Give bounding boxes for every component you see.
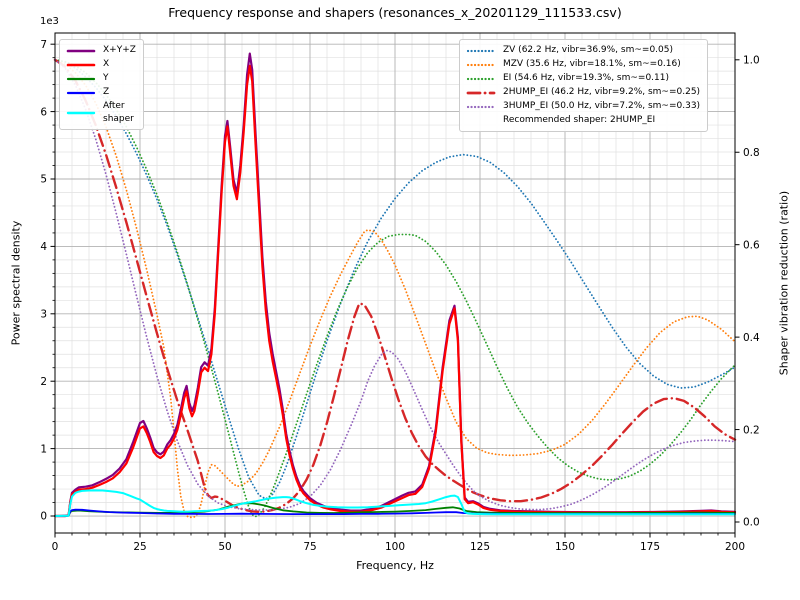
y-left-tick-label: 4 — [40, 241, 47, 253]
x-axis-label: Frequency, Hz — [356, 559, 434, 572]
x-tick-label: 75 — [303, 541, 316, 553]
y-left-tick-label: 7 — [40, 39, 47, 51]
series-shaper-2 — [54, 58, 736, 518]
series-psd-4 — [54, 489, 736, 517]
legend-label-y: Y — [103, 73, 109, 84]
y-left-tick-label: 3 — [40, 309, 47, 321]
legend-swatch-3hump-ei — [466, 105, 496, 109]
x-tick-label: 25 — [133, 541, 146, 553]
legend-swatch-y — [66, 77, 96, 81]
legend-label-zv: ZV (62.2 Hz, vibr=36.9%, sm~=0.05) — [503, 45, 673, 56]
legend-swatch-after-shaper — [66, 111, 96, 115]
x-tick-label: 125 — [470, 541, 490, 553]
legend-swatch-2hump-ei — [466, 91, 496, 95]
y-left-tick-label: 5 — [40, 174, 47, 186]
legend-item-ei: EI (54.6 Hz, vibr=19.3%, sm~=0.11) — [466, 72, 700, 86]
legend-swatch-mzv — [466, 63, 496, 67]
legend-psd: X+Y+Z X Y Z After shaper — [59, 39, 144, 131]
legend-item-x: X — [66, 58, 136, 72]
legend-label-xyz: X+Y+Z — [103, 45, 136, 56]
legend-recommendation-text: Recommended shaper: 2HUMP_EI — [503, 115, 656, 126]
x-tick-label: 0 — [52, 541, 59, 553]
x-tick-label: 175 — [640, 541, 660, 553]
legend-label-3hump-ei: 3HUMP_EI (50.0 Hz, vibr=7.2%, sm~=0.33) — [503, 101, 701, 112]
x-tick-label: 50 — [218, 541, 231, 553]
y-right-tick-label: 0.2 — [743, 424, 760, 436]
y-left-tick-label: 6 — [40, 106, 47, 118]
y-axis-label-right: Shaper vibration reduction (ratio) — [777, 190, 791, 376]
legend-label-after-shaper: After shaper — [103, 101, 134, 125]
x-tick-label: 150 — [555, 541, 575, 553]
y-left-tick-label: 1 — [40, 443, 47, 455]
legend-label-z: Z — [103, 87, 110, 98]
legend-item-recommendation: Recommended shaper: 2HUMP_EI — [466, 114, 700, 128]
legend-item-y: Y — [66, 72, 136, 86]
series-shaper-3 — [53, 58, 737, 513]
legend-shapers: ZV (62.2 Hz, vibr=36.9%, sm~=0.05) MZV (… — [459, 39, 709, 132]
x-tick-label: 100 — [385, 541, 405, 553]
legend-label-ei: EI (54.6 Hz, vibr=19.3%, sm~=0.11) — [503, 73, 670, 84]
legend-label-2hump-ei: 2HUMP_EI (46.2 Hz, vibr=9.2%, sm~=0.25) — [503, 87, 701, 98]
legend-label-mzv: MZV (35.6 Hz, vibr=18.1%, sm~=0.16) — [503, 59, 681, 70]
series-shaper-4 — [54, 58, 736, 511]
legend-swatch-z — [66, 91, 96, 95]
y-right-tick-label: 0.8 — [743, 147, 760, 159]
legend-item-mzv: MZV (35.6 Hz, vibr=18.1%, sm~=0.16) — [466, 58, 700, 72]
y-axis-label-left: Power spectral density — [9, 220, 23, 346]
legend-item-2hump-ei: 2HUMP_EI (46.2 Hz, vibr=9.2%, sm~=0.25) — [466, 86, 700, 100]
legend-label-x: X — [103, 59, 110, 70]
legend-item-3hump-ei: 3HUMP_EI (50.0 Hz, vibr=7.2%, sm~=0.33) — [466, 100, 700, 114]
legend-swatch-xyz — [66, 49, 96, 53]
y-right-tick-label: 0.0 — [743, 517, 760, 529]
legend-item-xyz: X+Y+Z — [66, 44, 136, 58]
series-shaper-1 — [54, 58, 736, 519]
legend-item-z: Z — [66, 86, 136, 100]
legend-swatch-zv — [466, 49, 496, 53]
y-right-tick-label: 1.0 — [743, 55, 760, 67]
y-axis-offset-label: 1e3 — [40, 16, 59, 27]
y-left-tick-label: 0 — [40, 511, 47, 523]
y-left-tick-label: 2 — [40, 376, 47, 388]
legend-item-after-shaper: After shaper — [66, 100, 136, 126]
chart-title: Frequency response and shapers (resonanc… — [168, 5, 622, 20]
x-tick-label: 200 — [725, 541, 745, 553]
legend-item-zv: ZV (62.2 Hz, vibr=36.9%, sm~=0.05) — [466, 44, 700, 58]
y-right-tick-label: 0.6 — [743, 239, 760, 251]
legend-swatch-ei — [466, 77, 496, 81]
legend-swatch-x — [66, 63, 96, 67]
series-psd-1 — [53, 64, 737, 518]
y-right-tick-label: 0.4 — [743, 332, 760, 344]
